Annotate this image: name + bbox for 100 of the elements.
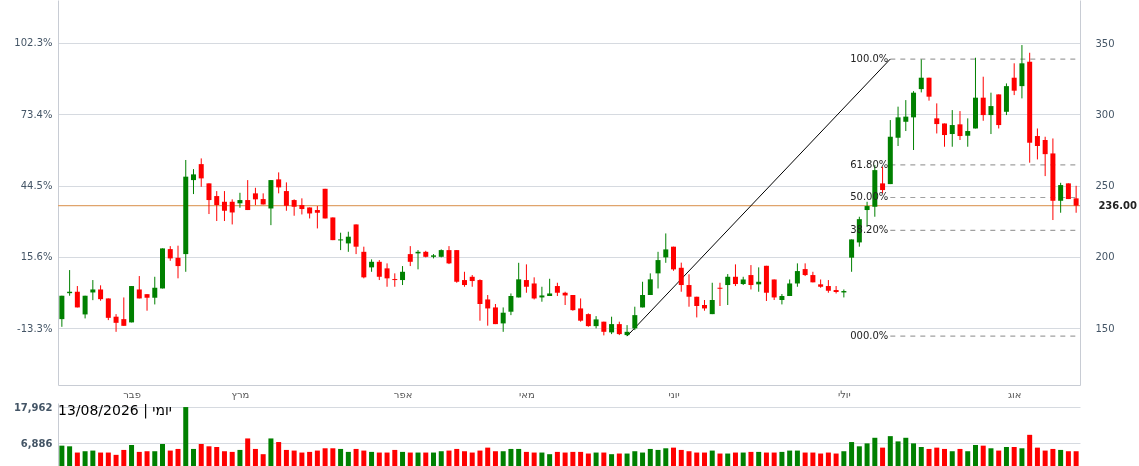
bar <box>183 407 189 466</box>
candlestick <box>392 272 398 288</box>
bar <box>980 445 986 466</box>
bar <box>400 451 406 466</box>
candlestick <box>957 110 963 141</box>
candlestick <box>353 223 359 255</box>
y2-tick-label: 44.5% <box>20 180 53 192</box>
bar <box>438 451 444 466</box>
candlestick <box>237 192 243 209</box>
bar <box>934 447 940 466</box>
candlestick <box>276 171 282 194</box>
bar <box>926 448 932 466</box>
bar <box>825 452 831 466</box>
candlestick <box>632 306 638 331</box>
bar <box>1065 451 1071 466</box>
candlestick <box>949 109 955 148</box>
x-tick-label: מאי <box>519 388 535 400</box>
candlestick <box>500 306 506 333</box>
bar <box>957 448 963 466</box>
candlestick <box>771 278 777 301</box>
bar <box>485 447 491 466</box>
bar <box>624 453 630 466</box>
y2-tick-label: 15.6% <box>20 251 53 263</box>
bar <box>338 448 344 466</box>
bar <box>732 452 738 466</box>
y-tick-label: 250 <box>1095 180 1115 192</box>
bar <box>129 445 135 466</box>
bar <box>740 452 746 466</box>
bar <box>152 451 158 466</box>
candlestick <box>717 282 723 307</box>
bar <box>160 444 166 466</box>
candlestick <box>732 263 738 287</box>
bar <box>260 454 266 466</box>
bar <box>384 452 390 466</box>
candlestick <box>190 168 196 195</box>
bar <box>276 442 282 466</box>
annotation: 000.0% <box>850 330 889 342</box>
bar <box>1073 451 1079 466</box>
bar <box>833 453 839 466</box>
candlestick <box>965 117 971 148</box>
bar <box>1042 450 1048 466</box>
candlestick <box>477 278 483 322</box>
candlestick <box>678 262 684 293</box>
bar <box>872 437 878 466</box>
candlestick <box>663 232 669 264</box>
bar <box>376 452 382 466</box>
y-tick-label: 150 <box>1095 322 1115 334</box>
bar <box>562 452 568 466</box>
bar <box>771 452 777 466</box>
annotation: 61.80% <box>850 158 889 170</box>
y-tick-label: 200 <box>1095 251 1115 263</box>
bar <box>1027 434 1033 466</box>
bar <box>477 450 483 466</box>
candlestick <box>1058 182 1064 214</box>
bar <box>996 450 1002 466</box>
candlestick <box>640 281 646 308</box>
bar <box>361 450 367 466</box>
bar <box>794 450 800 466</box>
candlestick <box>686 273 692 308</box>
bar <box>252 448 258 466</box>
candlestick <box>229 198 235 225</box>
bar <box>206 446 212 466</box>
candlestick <box>485 294 491 327</box>
bar <box>345 451 351 466</box>
bar <box>214 446 220 466</box>
x-tick-label: מרץ <box>231 388 250 400</box>
bar <box>818 453 824 466</box>
candlestick <box>175 245 181 279</box>
candlestick <box>299 197 305 215</box>
candlestick <box>214 190 220 222</box>
candlestick <box>283 181 289 212</box>
bar <box>748 451 754 466</box>
bar <box>469 452 475 466</box>
bar <box>640 452 646 466</box>
candlestick <box>671 246 677 272</box>
bar <box>701 452 707 466</box>
candlestick <box>245 179 251 211</box>
bar <box>887 436 893 466</box>
bar <box>585 453 591 466</box>
candlestick <box>90 279 96 301</box>
candlestick <box>144 293 150 312</box>
bar <box>369 451 375 466</box>
x-tick-label: פבר <box>123 388 141 400</box>
bar <box>105 452 111 466</box>
candlestick <box>1042 136 1048 177</box>
candlestick <box>539 286 545 303</box>
bar <box>911 443 917 466</box>
bar <box>229 451 235 466</box>
candlestick <box>748 264 754 290</box>
bar <box>694 452 700 466</box>
bar <box>314 450 320 466</box>
candlestick <box>942 122 948 148</box>
x-tick-label: אוג <box>1007 388 1022 400</box>
y-tick-label: 350 <box>1095 37 1115 49</box>
bar <box>578 451 584 466</box>
bar <box>1003 446 1009 466</box>
bar <box>121 449 127 466</box>
bar <box>717 453 723 466</box>
candlestick <box>59 295 65 328</box>
candlestick <box>779 293 785 305</box>
